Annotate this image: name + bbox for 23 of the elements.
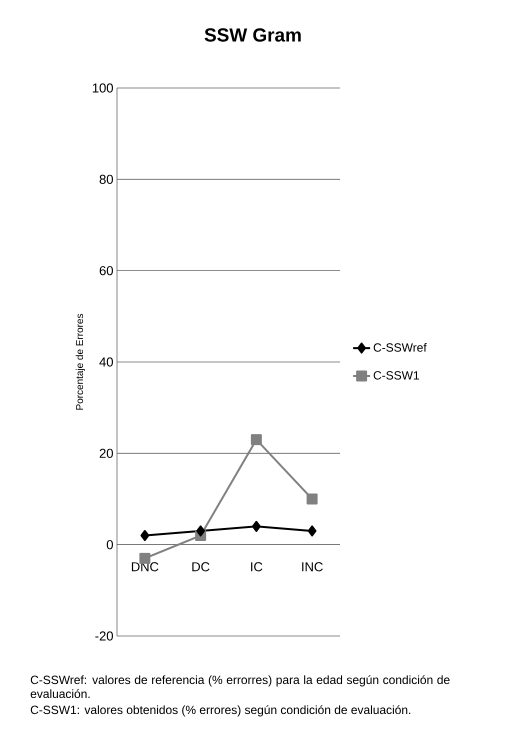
y-tick-label: 40 <box>99 357 113 367</box>
point <box>196 525 205 536</box>
point <box>308 525 316 536</box>
text: C-SSWref: valores de referencia (% errorres) para la edad según condición de evaluación. <box>30 675 450 698</box>
chart-title: SSW Gram <box>204 28 301 42</box>
x-tick-label: INC <box>302 562 323 572</box>
y-tick-label: 0 <box>106 540 113 550</box>
point <box>250 434 262 446</box>
y-axis-title: Porcentaje de Errores <box>76 314 86 410</box>
y-tick-label: 100 <box>92 83 113 93</box>
y-tick-label: 80 <box>100 174 113 184</box>
x-tick-label: DNC <box>132 562 158 572</box>
text: C-SSW1: valores obtenidos (% errores) según condición de evaluación. <box>30 705 410 716</box>
point <box>252 520 261 532</box>
y-tick-label: -20 <box>95 631 113 641</box>
point <box>140 530 150 542</box>
x-tick-label: IC <box>251 562 262 572</box>
legend-label: C-SSW1 <box>374 371 420 380</box>
y-tick-label: 60 <box>100 266 113 276</box>
point <box>306 493 318 504</box>
x-tick-label: DC <box>192 562 210 572</box>
legend-label: C-SSWref <box>374 343 427 352</box>
y-tick-label: 20 <box>100 448 113 458</box>
